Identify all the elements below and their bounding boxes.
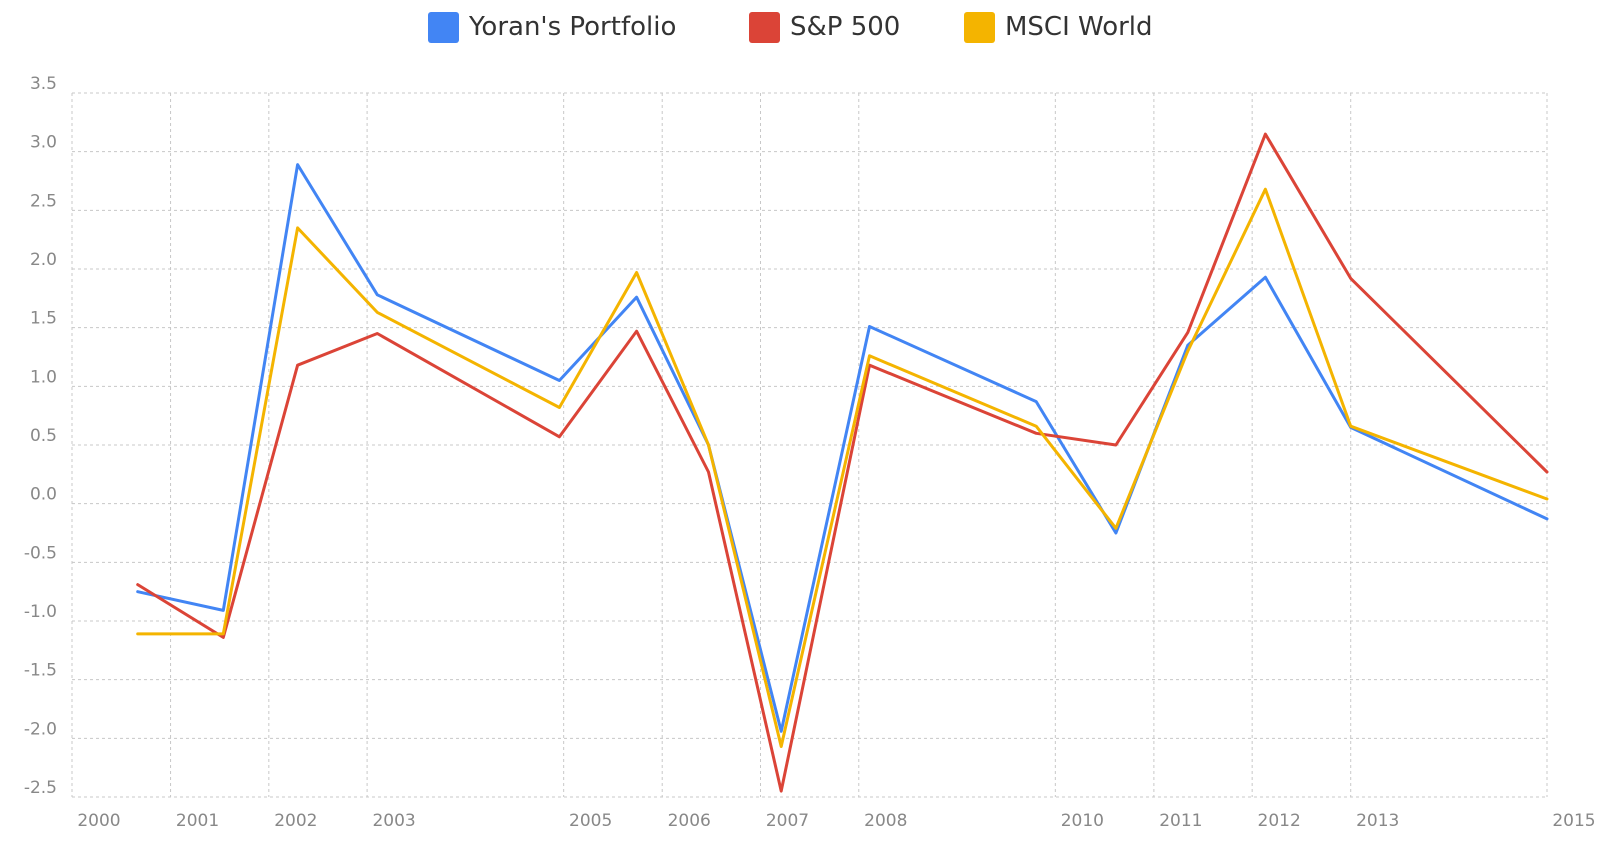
x-tick-label: 2013 [1356, 811, 1399, 831]
x-tick-label: 2006 [668, 811, 711, 831]
y-tick-label: 2.5 [30, 191, 57, 211]
y-tick-label: 3.5 [30, 74, 57, 94]
x-tick-label: 2008 [864, 811, 907, 831]
legend-swatch-sp500 [749, 11, 780, 43]
x-tick-label: 2011 [1159, 811, 1202, 831]
legend-label-yorans-portfolio: Yoran's Portfolio [469, 12, 677, 42]
y-tick-label: -0.5 [24, 543, 57, 563]
x-tick-label: 2003 [372, 811, 415, 831]
y-tick-label: 0.5 [30, 426, 57, 446]
legend-item-sp500[interactable]: S&P 500 [749, 10, 900, 44]
y-tick-label: 1.0 [30, 367, 57, 387]
legend-item-yorans-portfolio[interactable]: Yoran's Portfolio [428, 10, 676, 44]
y-tick-label: 0.0 [30, 485, 57, 505]
legend-label-msci-world: MSCI World [1005, 12, 1153, 42]
x-axis-ticks: 2000 2001 2002 2003 2005 2006 2007 2008 2010 2011… [77, 811, 1595, 831]
x-tick-label: 2005 [569, 811, 612, 831]
y-tick-label: 1.5 [30, 309, 57, 329]
series-lines [136, 132, 1549, 793]
y-tick-label: 3.0 [30, 133, 57, 153]
y-tick-label: -2.0 [24, 719, 57, 739]
series-line-s-p-500[interactable] [136, 132, 1549, 793]
y-tick-label: -1.0 [24, 602, 57, 622]
legend-swatch-msci-world [964, 11, 995, 43]
x-tick-label: 2015 [1552, 811, 1595, 831]
y-axis-ticks: 3.5 3.0 2.5 2.0 1.5 1.0 0.5 0.0 -0.5 -1.0 -1.5 -2.0… [24, 74, 57, 798]
y-tick-label: 2.0 [30, 250, 57, 270]
legend-swatch-yorans-portfolio [428, 11, 459, 43]
x-tick-label: 2012 [1258, 811, 1301, 831]
legend-item-msci-world[interactable]: MSCI World [964, 10, 1153, 44]
y-tick-label: -1.5 [24, 661, 57, 681]
series-line-msci-world[interactable] [136, 187, 1549, 748]
series-line-yoran-s-portfolio[interactable] [136, 163, 1549, 733]
legend: Yoran's Portfolio S&P 500 MSCI World [0, 6, 1610, 46]
x-tick-label: 2001 [176, 811, 219, 831]
legend-label-sp500: S&P 500 [790, 12, 901, 42]
x-tick-label: 2000 [77, 811, 120, 831]
x-tick-label: 2007 [766, 811, 809, 831]
x-tick-label: 2010 [1061, 811, 1104, 831]
y-tick-label: -2.5 [24, 778, 57, 798]
x-tick-label: 2002 [274, 811, 317, 831]
